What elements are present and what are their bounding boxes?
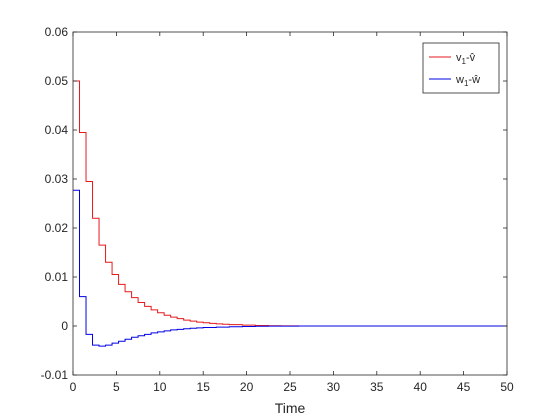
x-tick-label: 25 bbox=[283, 380, 297, 394]
legend-label-1: v1-v̂ bbox=[456, 52, 476, 66]
legend-label-2: w1-ŵ bbox=[455, 74, 480, 88]
series-line-1 bbox=[73, 80, 508, 327]
x-tick-label: 0 bbox=[70, 380, 77, 394]
x-tick-label: 10 bbox=[153, 380, 167, 394]
legend-box bbox=[422, 42, 500, 94]
x-tick-label: 30 bbox=[327, 380, 341, 394]
y-tick-label: 0.06 bbox=[45, 25, 69, 39]
x-tick-label: 45 bbox=[457, 380, 471, 394]
x-tick-label: 40 bbox=[414, 380, 428, 394]
y-tick-label: 0.05 bbox=[45, 74, 69, 88]
x-tick-label: 5 bbox=[113, 380, 120, 394]
x-tick-label: 35 bbox=[370, 380, 384, 394]
x-tick-label: 15 bbox=[197, 380, 211, 394]
x-tick-label: 20 bbox=[240, 380, 254, 394]
y-tick-label: -0.01 bbox=[41, 368, 69, 382]
x-axis-title: Time bbox=[275, 400, 306, 416]
y-tick-label: 0.04 bbox=[45, 123, 69, 137]
y-tick-label: 0.03 bbox=[45, 172, 69, 186]
x-tick-label: 50 bbox=[500, 380, 514, 394]
y-tick-label: 0.01 bbox=[45, 270, 69, 284]
plot-area: 0 5 10 15 20 25 30 35 40 45 50-0.0100.010.020.030.… bbox=[41, 25, 514, 416]
y-tick-label: 0 bbox=[61, 319, 68, 333]
y-tick-label: 0.02 bbox=[45, 221, 69, 235]
series-line-2 bbox=[73, 189, 508, 347]
